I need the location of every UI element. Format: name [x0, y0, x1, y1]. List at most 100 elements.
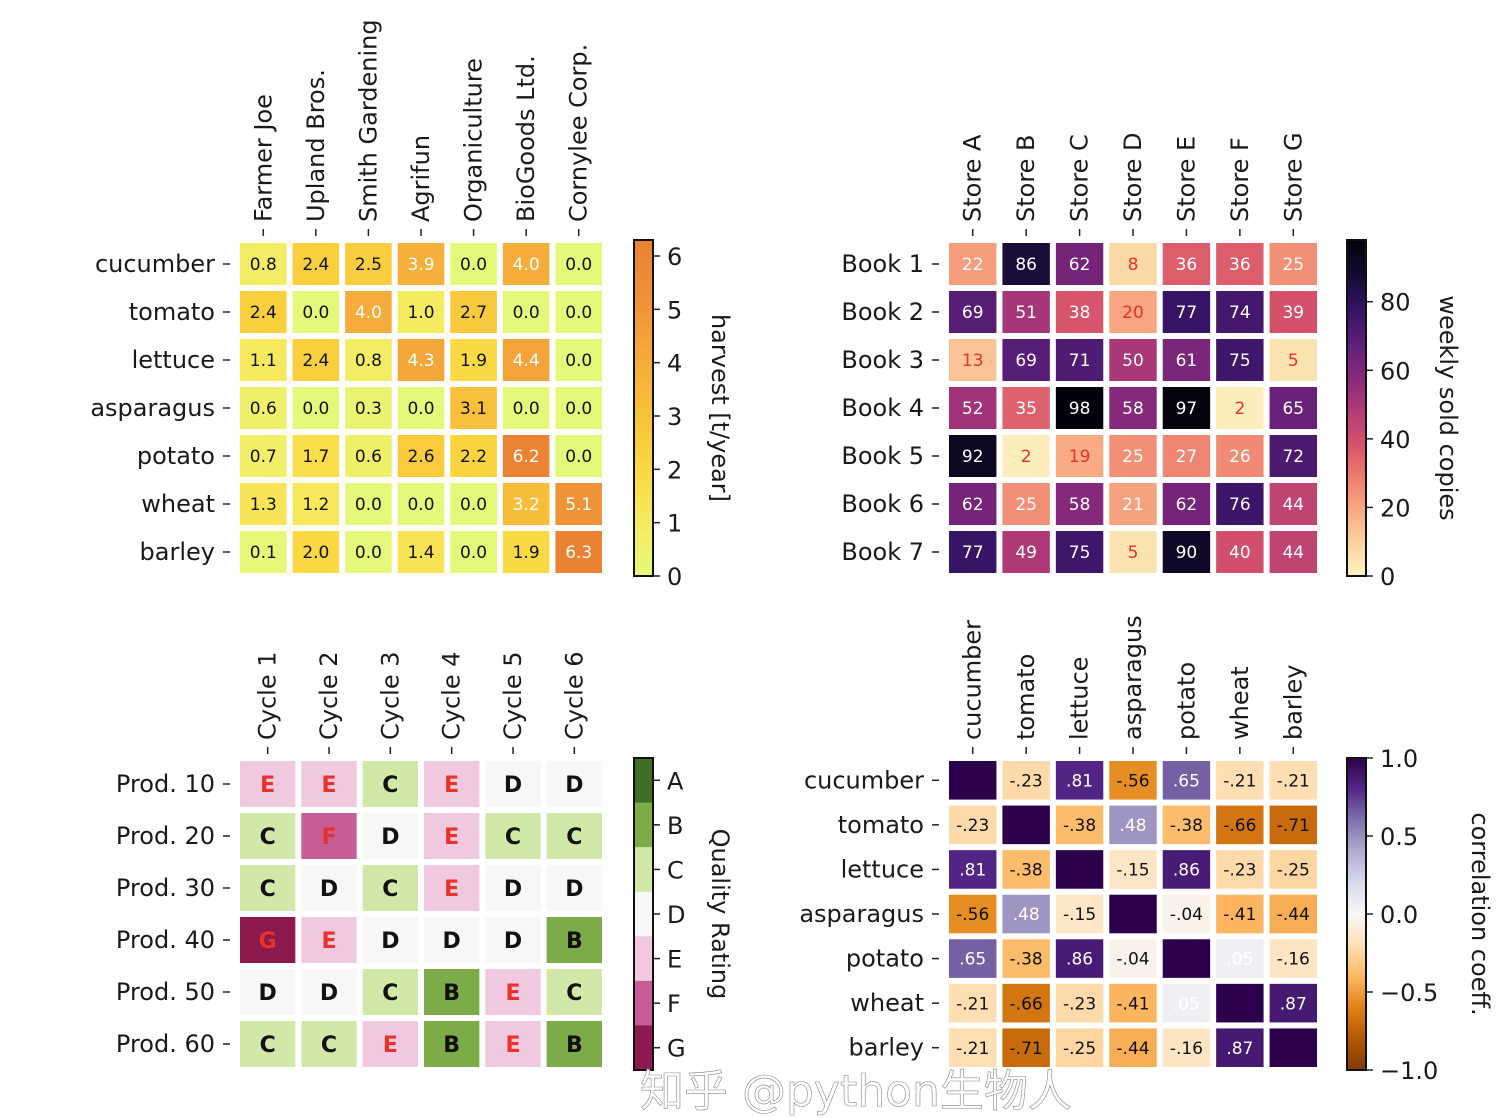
- heatmap-cell: [450, 291, 497, 333]
- heatmap-cell: [1162, 243, 1211, 285]
- cell-label: 2.6: [407, 447, 434, 467]
- heatmap-cell: [546, 917, 602, 963]
- heatmap-cell: [240, 435, 287, 477]
- heatmap-cell: [1055, 531, 1104, 573]
- cell-label: 22: [962, 255, 984, 275]
- cell-label: .86: [1066, 950, 1093, 970]
- x-tick-label: Cycle 4: [438, 652, 466, 741]
- heatmap-cell: [1269, 531, 1317, 573]
- cell-label: 75: [1229, 351, 1251, 371]
- y-tick-label: Book 7: [841, 538, 924, 566]
- cell-label: -.16: [1170, 1039, 1203, 1059]
- heatmap-cell: [949, 894, 997, 934]
- cell-label: B: [443, 1033, 460, 1058]
- y-tick-label: tomato: [838, 811, 924, 839]
- heatmap-cell: [240, 531, 287, 573]
- heatmap-cell: [1269, 761, 1317, 800]
- heatmap-cell: [301, 865, 357, 911]
- colorbar-tick-label: −0.5: [1380, 979, 1438, 1007]
- cell-label: C: [566, 981, 582, 1006]
- heatmap-cell: [362, 865, 418, 911]
- cell-label: -.38: [1170, 816, 1203, 836]
- heatmap-cell: [1109, 243, 1157, 285]
- cell-label: D: [443, 929, 461, 954]
- heatmap-cell: [1109, 761, 1157, 800]
- cell-label: -.21: [1277, 771, 1310, 791]
- cell-label: 0.0: [355, 543, 382, 563]
- heatmap-cell: [1055, 850, 1104, 889]
- heatmap-cell: [949, 531, 997, 573]
- heatmap-cell: [555, 435, 602, 477]
- heatmap-cell: [1002, 1028, 1050, 1067]
- y-tick-label: cucumber: [804, 766, 924, 794]
- cell-label: C: [260, 877, 276, 902]
- heatmap-cell: [345, 435, 392, 477]
- cell-label: -.23: [956, 816, 989, 836]
- colorbar-tick-label: 4: [667, 350, 682, 378]
- heatmap-cell: [301, 813, 357, 859]
- heatmap-cell: [949, 387, 997, 429]
- heatmap-cell: [502, 339, 550, 381]
- cell-label: C: [382, 981, 398, 1006]
- y-tick-label: wheat: [850, 989, 924, 1017]
- cell-label: 62: [1176, 495, 1198, 515]
- cell-label: 4.0: [513, 255, 540, 275]
- cell-label: 61: [1176, 351, 1198, 371]
- colorbar-tick-label: 0.5: [1380, 823, 1418, 851]
- heatmap-cell: [1216, 894, 1264, 934]
- heatmap-cell: [424, 969, 480, 1015]
- heatmap-cell: [1109, 291, 1157, 333]
- y-tick-label: asparagus: [90, 394, 215, 422]
- heatmap-cell: [1055, 761, 1104, 800]
- colorbar-tick-label: F: [667, 990, 681, 1018]
- colorbar-gradient: [1347, 240, 1366, 576]
- cell-label: .48: [1013, 905, 1040, 925]
- heatmap-cell: [1055, 387, 1104, 429]
- heatmap-cell: [949, 483, 997, 525]
- colorbar-tick-label: 60: [1380, 357, 1411, 385]
- cell-label: 0.0: [565, 303, 592, 323]
- cell-label: 1.1: [250, 351, 277, 371]
- cell-label: -.04: [1170, 905, 1203, 925]
- cell-label: 0.0: [513, 399, 540, 419]
- cell-label: D: [381, 929, 399, 954]
- heatmap-cell: [555, 339, 602, 381]
- cell-label: 44: [1282, 495, 1304, 515]
- colorbar-tick-label: 0: [1380, 563, 1395, 591]
- heatmap-cell: [502, 387, 550, 429]
- cell-label: D: [565, 773, 583, 798]
- cell-label: -.04: [1116, 950, 1149, 970]
- heatmap-cell: [1216, 761, 1264, 800]
- y-tick-label: Book 5: [841, 442, 924, 470]
- cell-label: D: [504, 929, 522, 954]
- heatmap-cell: [362, 917, 418, 963]
- cell-label: 19: [1069, 447, 1091, 467]
- heatmap-cell: [485, 917, 541, 963]
- heatmap-cell: [1109, 850, 1157, 889]
- cell-label: -.41: [1116, 994, 1149, 1014]
- y-tick-label: Book 4: [841, 394, 924, 422]
- heatmap-cell: [1162, 939, 1211, 978]
- heatmap-cell: [424, 813, 480, 859]
- heatmap-cell: [546, 813, 602, 859]
- heatmap-cell: [240, 813, 296, 859]
- cell-label: 6.3: [565, 543, 592, 563]
- heatmap-cell: [1269, 243, 1317, 285]
- cell-label: E: [444, 877, 459, 902]
- y-tick-label: Book 6: [841, 490, 924, 518]
- heatmap-cell: [1109, 939, 1157, 978]
- heatmap-cell: [292, 387, 340, 429]
- heatmap-cell: [1269, 983, 1317, 1023]
- x-tick-label: Store A: [959, 134, 987, 222]
- heatmap-cell: [546, 1021, 602, 1067]
- heatmap-cell: [397, 483, 445, 525]
- heatmap-cell: [240, 1021, 296, 1067]
- cell-label: 2.5: [355, 255, 382, 275]
- cell-label: C: [566, 825, 582, 850]
- heatmap-cell: [240, 339, 287, 381]
- cell-label: 0.0: [460, 543, 487, 563]
- heatmap-cell: [450, 531, 497, 573]
- heatmap-cell: [240, 917, 296, 963]
- heatmap-cell: [1109, 531, 1157, 573]
- cell-label: 40: [1229, 543, 1251, 563]
